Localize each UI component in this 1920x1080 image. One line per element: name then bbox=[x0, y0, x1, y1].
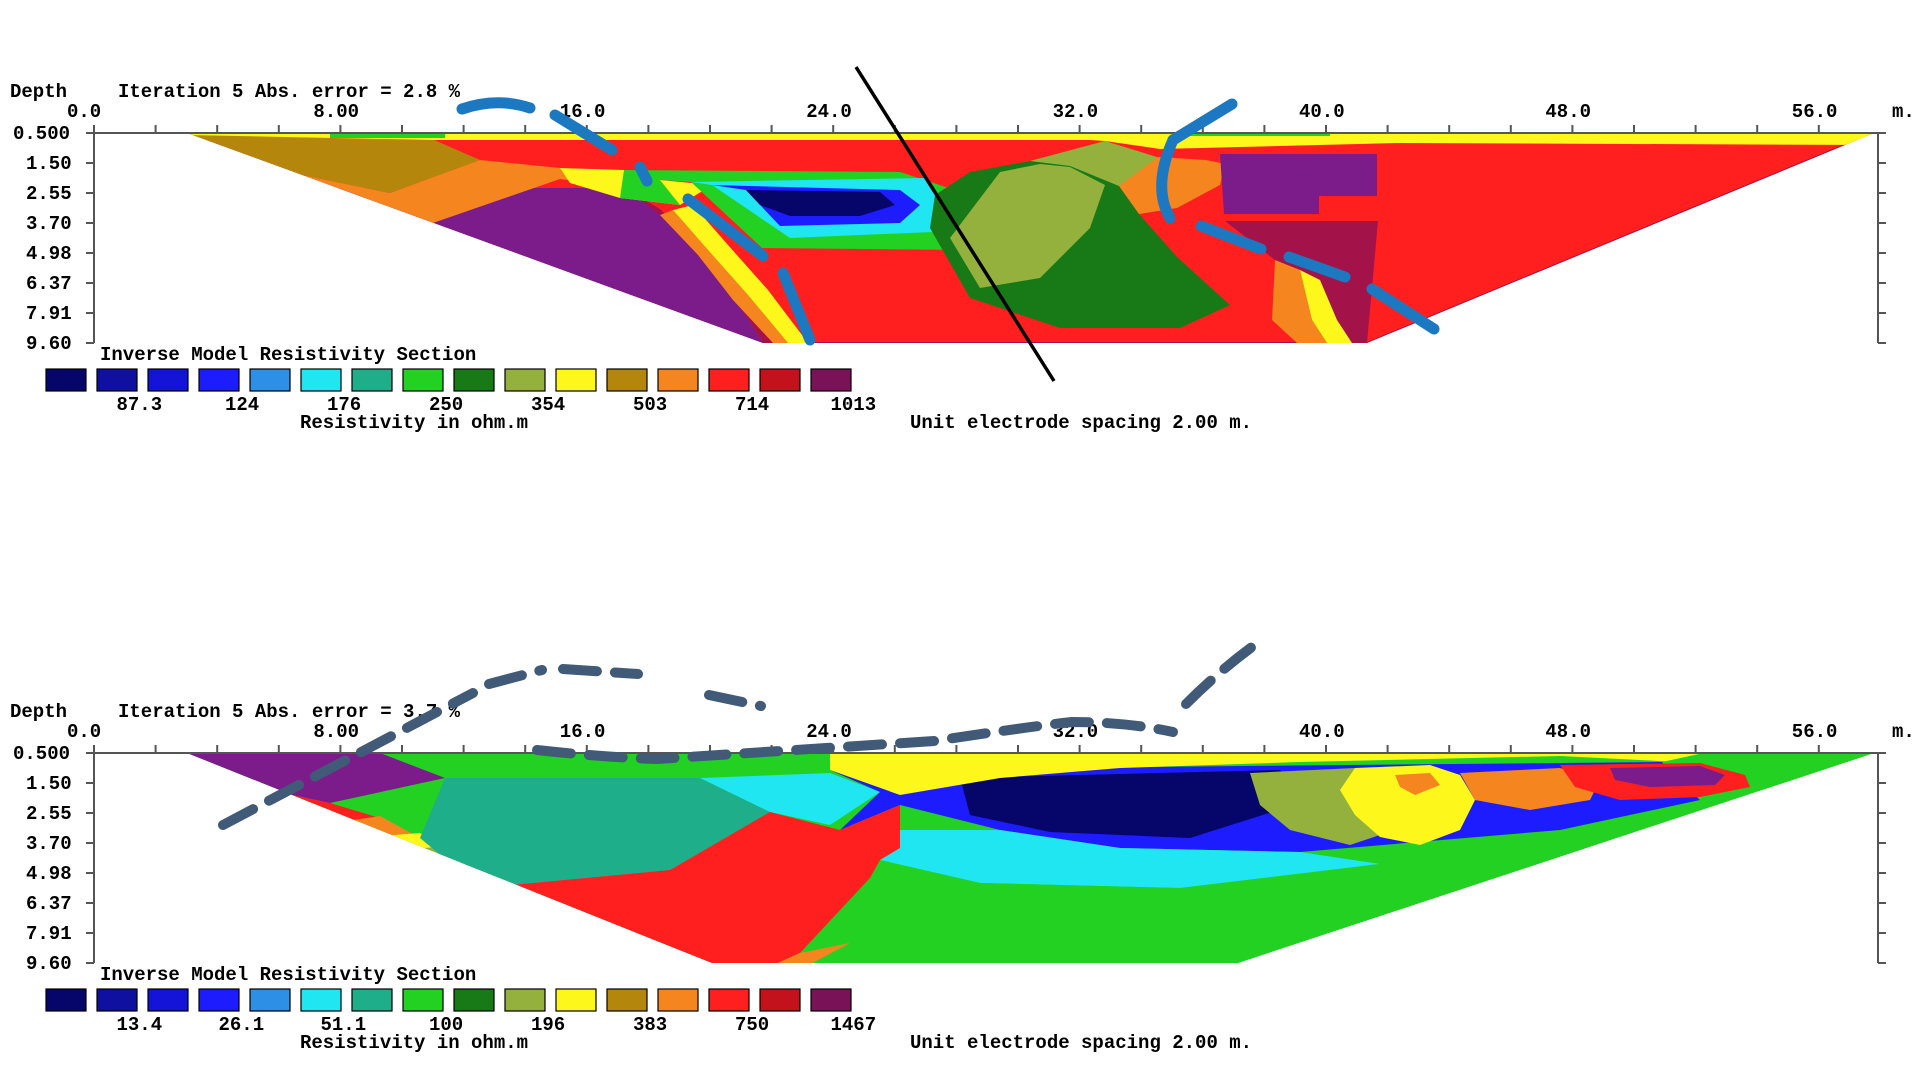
svg-text:4.98: 4.98 bbox=[26, 243, 72, 265]
svg-text:6.37: 6.37 bbox=[26, 273, 72, 295]
svg-text:1.50: 1.50 bbox=[26, 773, 72, 795]
svg-text:24.0: 24.0 bbox=[806, 101, 852, 123]
svg-text:40.0: 40.0 bbox=[1299, 101, 1345, 123]
svg-text:1013: 1013 bbox=[831, 394, 877, 416]
svg-text:1.50: 1.50 bbox=[26, 153, 72, 175]
svg-text:714: 714 bbox=[735, 394, 769, 416]
svg-text:24.0: 24.0 bbox=[806, 721, 852, 743]
svg-text:354: 354 bbox=[531, 394, 565, 416]
svg-text:Depth: Depth bbox=[10, 701, 67, 723]
svg-text:m.: m. bbox=[1892, 101, 1915, 123]
svg-text:9.60: 9.60 bbox=[26, 953, 72, 975]
svg-text:196: 196 bbox=[531, 1014, 565, 1036]
svg-text:9.60: 9.60 bbox=[26, 333, 72, 355]
svg-text:6.37: 6.37 bbox=[26, 893, 72, 915]
svg-text:8.00: 8.00 bbox=[313, 101, 359, 123]
svg-text:87.3: 87.3 bbox=[117, 394, 163, 416]
svg-text:3.70: 3.70 bbox=[26, 833, 72, 855]
svg-text:Resistivity in ohm.m: Resistivity in ohm.m bbox=[300, 1032, 528, 1054]
svg-text:Inverse Model Resistivity Sect: Inverse Model Resistivity Section bbox=[100, 344, 476, 366]
svg-text:32.0: 32.0 bbox=[1053, 101, 1099, 123]
svg-text:Iteration 5 Abs. error = 2.8 %: Iteration 5 Abs. error = 2.8 % bbox=[118, 81, 461, 103]
svg-text:Resistivity in ohm.m: Resistivity in ohm.m bbox=[300, 412, 528, 434]
svg-text:40.0: 40.0 bbox=[1299, 721, 1345, 743]
svg-text:Iteration 5 Abs. error = 3.7 %: Iteration 5 Abs. error = 3.7 % bbox=[118, 701, 461, 723]
svg-text:16.0: 16.0 bbox=[560, 721, 606, 743]
svg-text:124: 124 bbox=[225, 394, 259, 416]
svg-text:2.55: 2.55 bbox=[26, 183, 72, 205]
svg-text:0.0: 0.0 bbox=[67, 101, 101, 123]
svg-text:503: 503 bbox=[633, 394, 667, 416]
svg-text:48.0: 48.0 bbox=[1545, 721, 1591, 743]
svg-text:Depth: Depth bbox=[10, 81, 67, 103]
svg-text:2.55: 2.55 bbox=[26, 803, 72, 825]
svg-text:383: 383 bbox=[633, 1014, 667, 1036]
svg-text:0.500: 0.500 bbox=[13, 123, 70, 145]
svg-text:0.500: 0.500 bbox=[13, 743, 70, 765]
svg-text:7.91: 7.91 bbox=[26, 303, 72, 325]
svg-text:Unit electrode spacing 2.00 m.: Unit electrode spacing 2.00 m. bbox=[910, 412, 1252, 434]
svg-text:48.0: 48.0 bbox=[1545, 101, 1591, 123]
svg-text:750: 750 bbox=[735, 1014, 769, 1036]
svg-text:Unit electrode spacing 2.00 m.: Unit electrode spacing 2.00 m. bbox=[910, 1032, 1252, 1054]
svg-text:m.: m. bbox=[1892, 721, 1915, 743]
svg-text:13.4: 13.4 bbox=[117, 1014, 163, 1036]
svg-text:56.0: 56.0 bbox=[1792, 101, 1838, 123]
svg-text:8.00: 8.00 bbox=[313, 721, 359, 743]
svg-text:4.98: 4.98 bbox=[26, 863, 72, 885]
svg-text:26.1: 26.1 bbox=[219, 1014, 265, 1036]
svg-text:7.91: 7.91 bbox=[26, 923, 72, 945]
svg-text:1467: 1467 bbox=[831, 1014, 877, 1036]
svg-text:56.0: 56.0 bbox=[1792, 721, 1838, 743]
svg-text:0.0: 0.0 bbox=[67, 721, 101, 743]
svg-text:3.70: 3.70 bbox=[26, 213, 72, 235]
svg-text:Inverse Model Resistivity Sect: Inverse Model Resistivity Section bbox=[100, 964, 476, 986]
